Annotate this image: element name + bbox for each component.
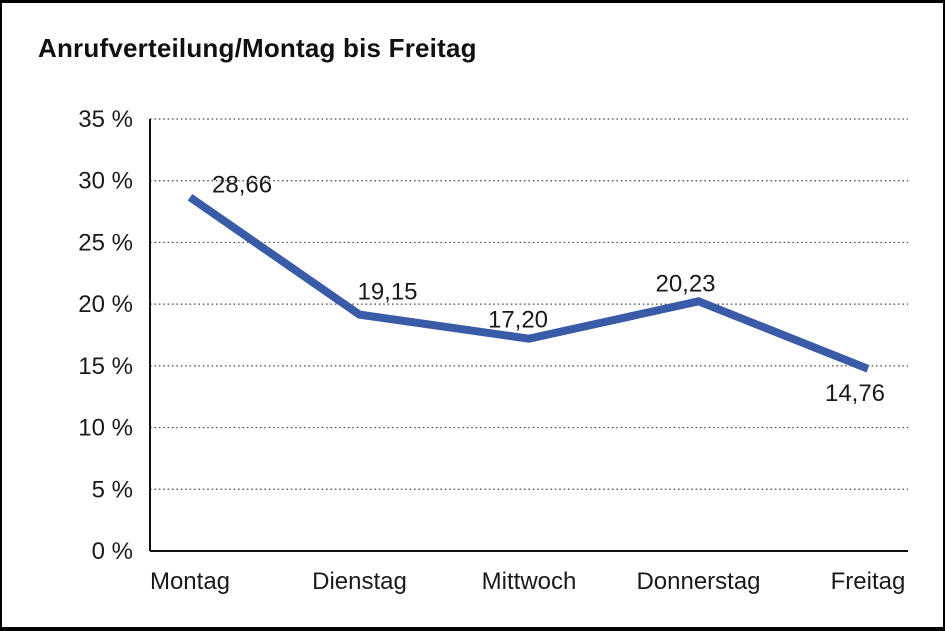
y-tick-label: 5 % — [92, 476, 133, 503]
x-category-label: Donnerstag — [636, 568, 760, 595]
x-category-label: Montag — [150, 568, 230, 595]
y-tick-label: 0 % — [92, 538, 133, 565]
y-tick-label: 35 % — [78, 106, 133, 133]
line-chart: 0 % 5 % 10 % 15 % 20 % 25 % 30 % 35 % Montag Dien… — [78, 106, 908, 595]
y-tick-label: 20 % — [78, 291, 133, 318]
data-value-label: 20,23 — [655, 270, 715, 297]
data-value-label: 14,76 — [825, 380, 885, 407]
data-value-label: 17,20 — [488, 307, 548, 334]
x-category-label: Dienstag — [312, 568, 407, 595]
y-tick-label: 15 % — [78, 353, 133, 380]
y-tick-label: 25 % — [78, 229, 133, 256]
x-category-label: Freitag — [831, 568, 906, 595]
chart-title: Anrufverteilung/Montag bis Freitag — [38, 33, 477, 63]
x-category-label: Mittwoch — [482, 568, 577, 595]
data-value-label: 28,66 — [212, 171, 272, 198]
y-tick-label: 10 % — [78, 415, 133, 442]
y-tick-label: 30 % — [78, 168, 133, 195]
data-value-label: 19,15 — [357, 279, 417, 306]
data-line — [187, 193, 870, 373]
